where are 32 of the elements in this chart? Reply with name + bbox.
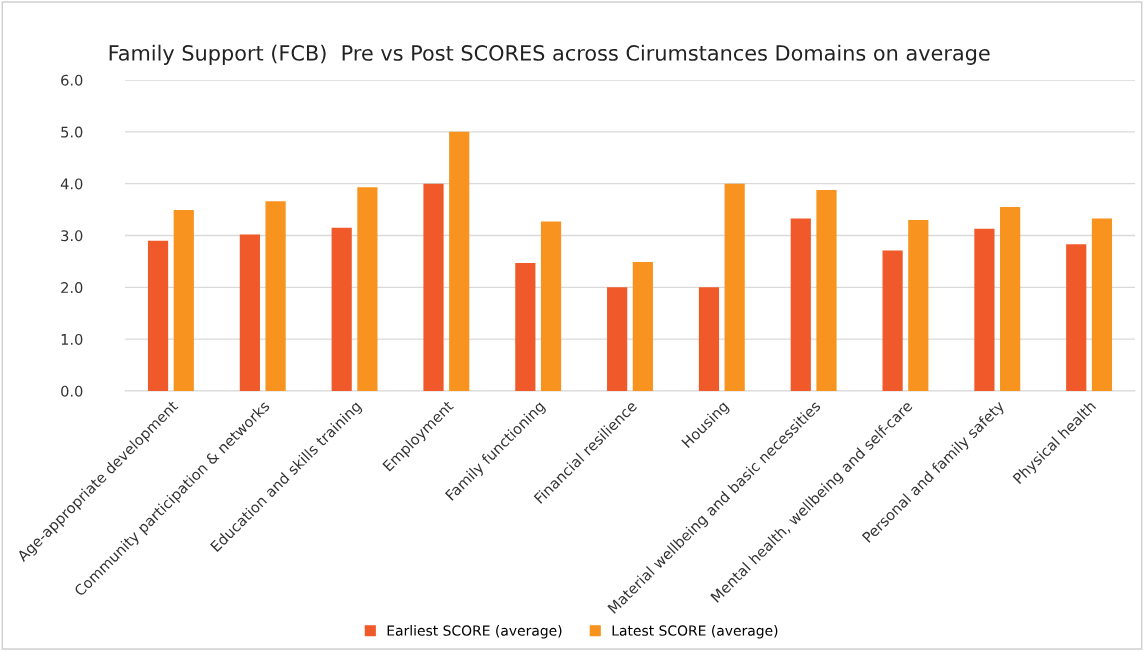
- bar: [908, 219, 929, 391]
- bar: [147, 240, 169, 391]
- y-tick-label: 5.0: [61, 126, 83, 138]
- bar: [790, 218, 811, 391]
- bar: [239, 234, 260, 391]
- bar: [974, 228, 995, 391]
- bar: [540, 221, 562, 391]
- bar: [357, 187, 378, 391]
- y-tick-label: 3.0: [61, 230, 83, 242]
- bar: [698, 287, 720, 391]
- bar: [1066, 244, 1087, 391]
- bar: [515, 262, 536, 391]
- bar: [423, 183, 444, 391]
- bar: [331, 227, 352, 391]
- bar: [882, 250, 903, 391]
- bar: [607, 287, 628, 391]
- bar: [1000, 206, 1021, 391]
- bar: [1091, 218, 1113, 391]
- bar: [816, 189, 837, 391]
- y-tick-label: 1.0: [61, 333, 83, 345]
- bar: [724, 183, 745, 391]
- legend-label: Earliest SCORE (average): [387, 625, 562, 639]
- y-tick-label: 2.0: [61, 282, 83, 294]
- y-tick-label: 4.0: [60, 178, 83, 190]
- y-tick-label: 6.0: [61, 74, 83, 86]
- y-tick-label: 0.0: [61, 385, 83, 397]
- legend-label: Latest SCORE (average): [612, 625, 778, 639]
- bar: [632, 261, 653, 391]
- chart-title: Family Support (FCB) Pre vs Post SCORES across Cirumstances Domains on average: [109, 44, 990, 65]
- bar: [265, 201, 286, 391]
- bar: [173, 210, 194, 391]
- bar: [449, 131, 470, 391]
